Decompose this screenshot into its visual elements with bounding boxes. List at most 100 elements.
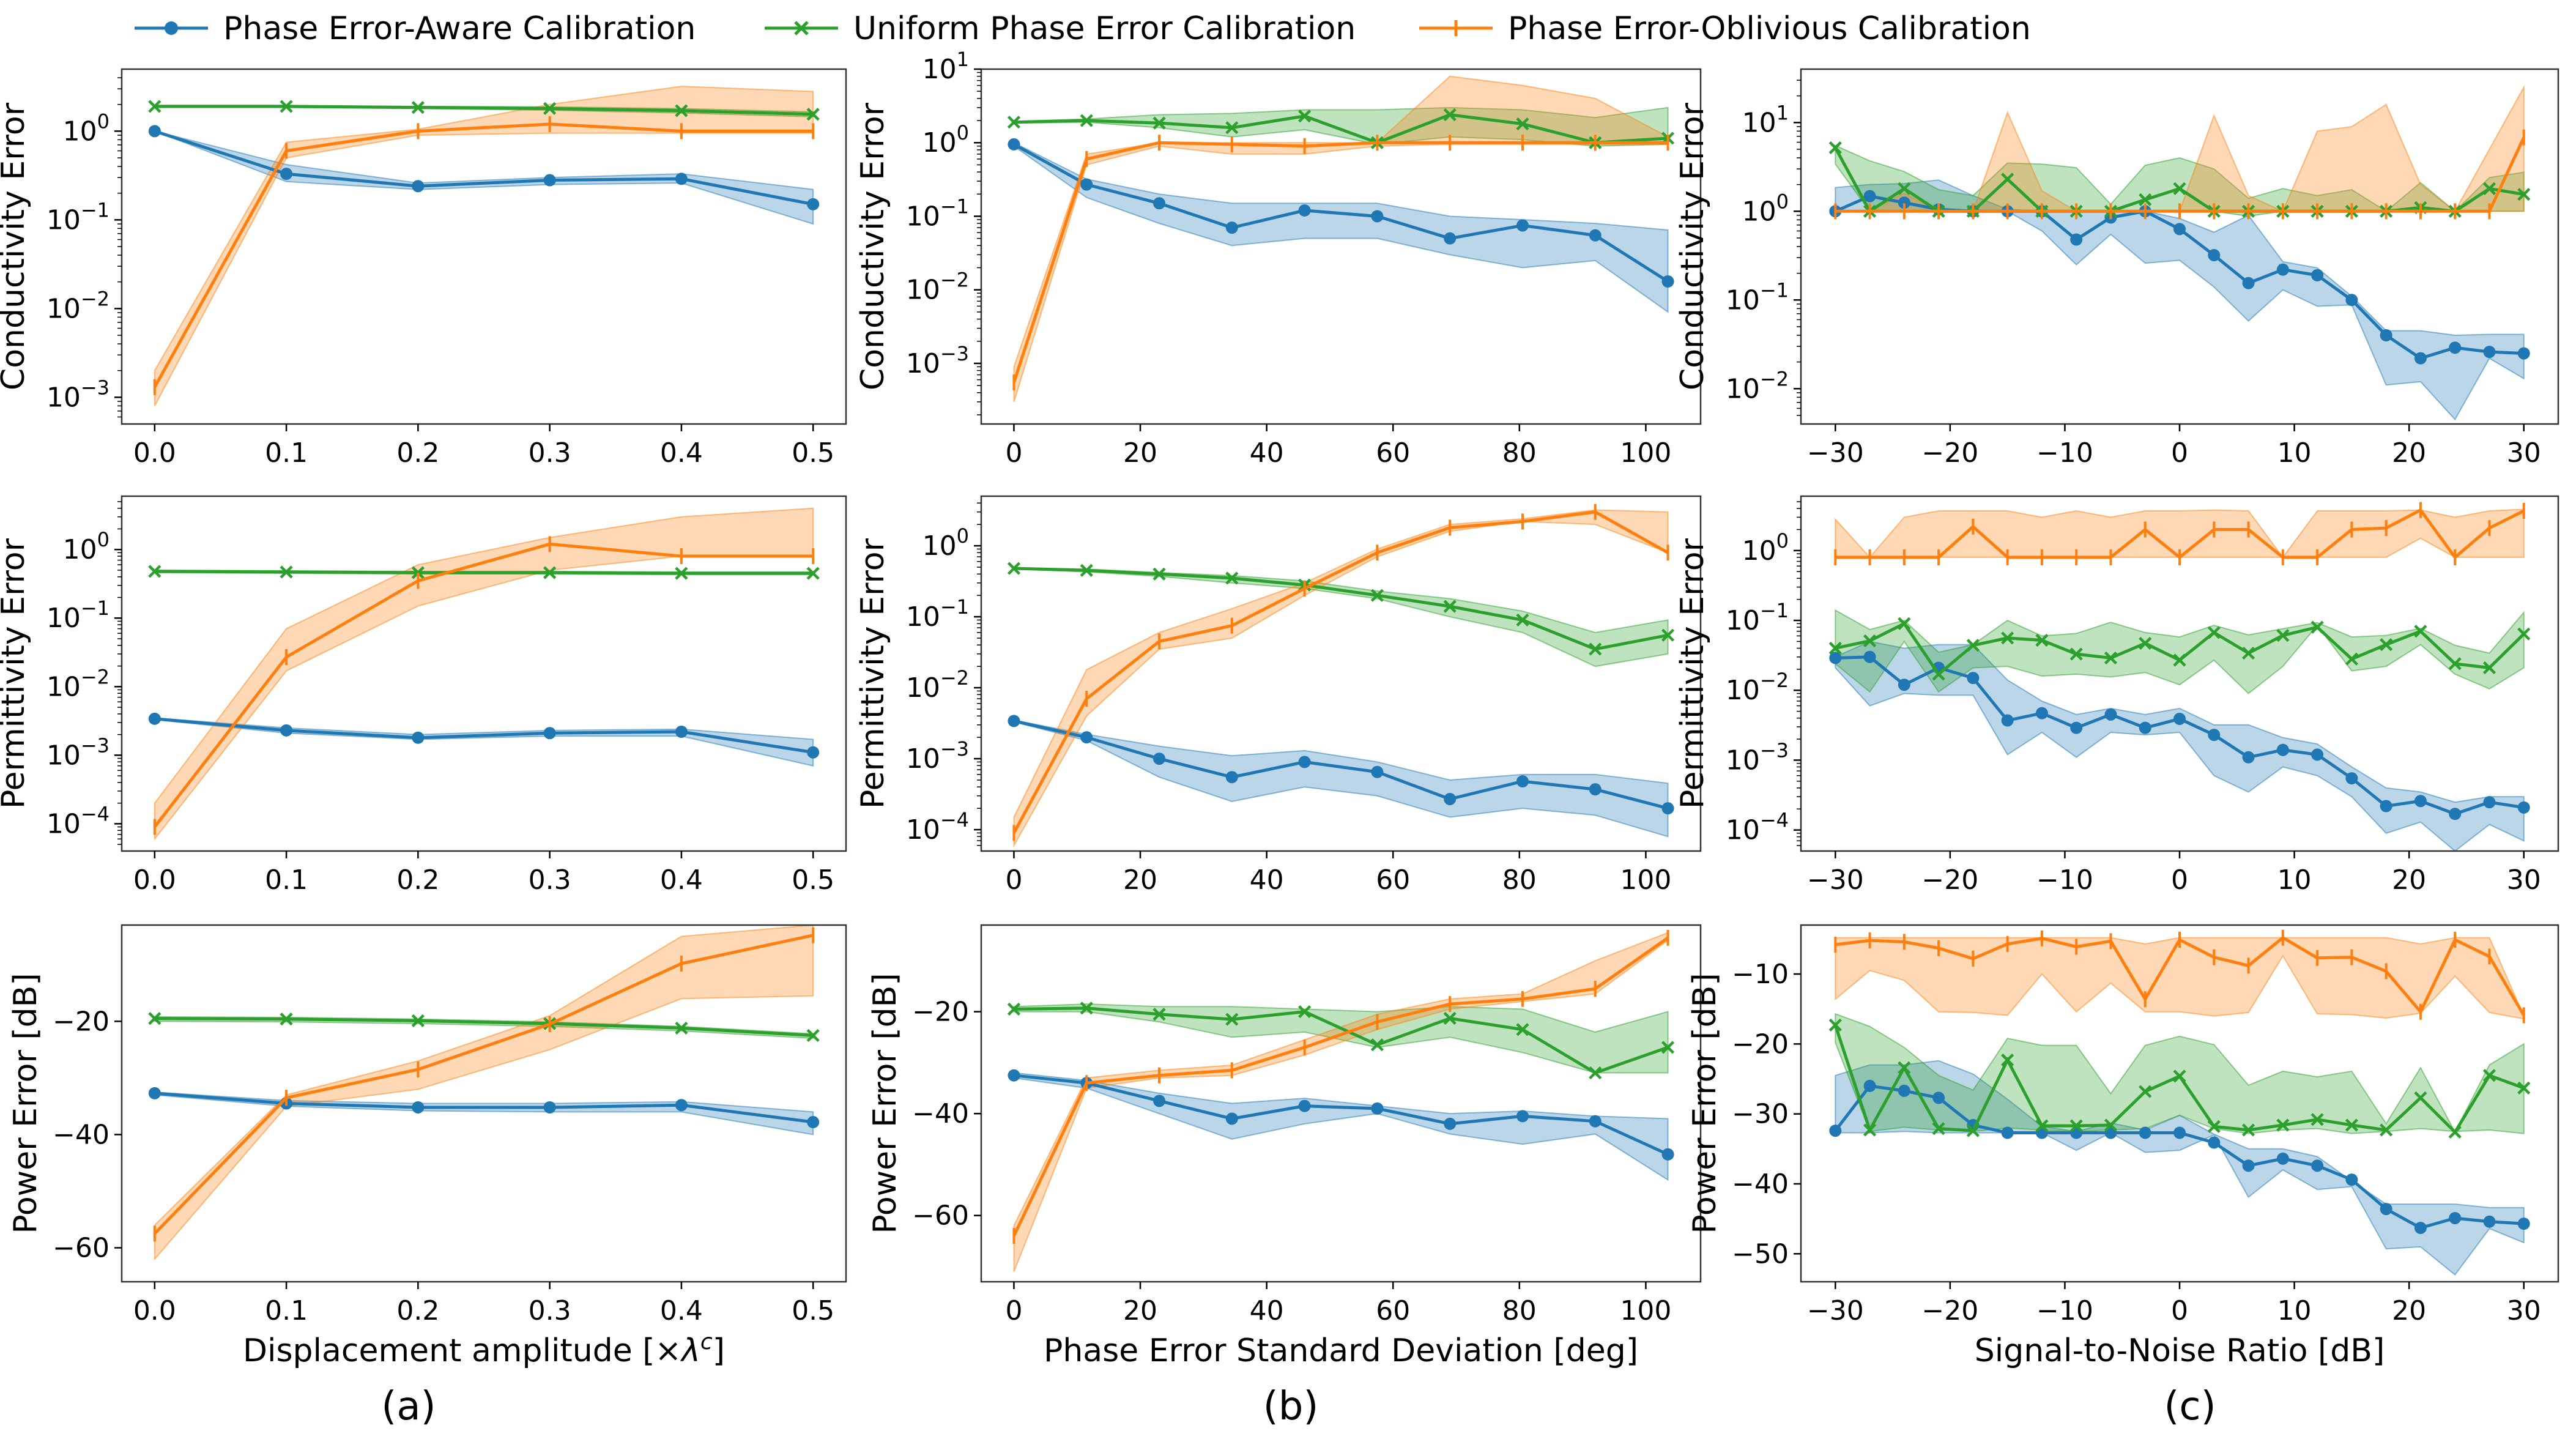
data-point <box>1828 141 1842 155</box>
confidence-band <box>1013 1003 1669 1074</box>
data-point <box>2517 627 2531 641</box>
y-tick-label: −60 <box>53 1232 109 1263</box>
data-point <box>2139 636 2152 650</box>
x-tick-label: 0.2 <box>396 865 439 896</box>
y-tick-label: 10−2 <box>906 666 969 704</box>
x-tick-label: 0.2 <box>396 437 439 469</box>
data-point <box>1008 138 1020 151</box>
y-tick-label: −60 <box>912 1200 969 1232</box>
axes-frame <box>121 495 847 852</box>
confidence-band <box>154 86 814 406</box>
data-point <box>1008 1069 1020 1082</box>
x-tick-label: 100 <box>1620 1295 1671 1326</box>
x-tick-label: −20 <box>1921 865 1978 896</box>
data-point <box>2345 294 2358 307</box>
data-point <box>2276 743 2289 756</box>
data-point <box>543 102 557 115</box>
data-point <box>148 1012 161 1025</box>
data-point <box>543 566 557 579</box>
plot-area <box>148 86 820 406</box>
data-point <box>2001 631 2014 645</box>
data-point <box>1863 650 1876 663</box>
x-tick-label: 0.2 <box>396 1295 439 1326</box>
data-point <box>1516 1023 1529 1036</box>
data-point <box>1153 567 1166 581</box>
confidence-band <box>154 507 814 841</box>
data-point <box>1516 775 1529 788</box>
series-line <box>1014 113 1668 144</box>
data-point <box>543 727 556 740</box>
y-tick-label: −10 <box>1732 959 1789 990</box>
series-line <box>1012 141 1668 383</box>
data-point <box>2104 651 2118 665</box>
data-point <box>1828 641 1842 655</box>
legend-label-uniform: Uniform Phase Error Calibration <box>853 10 1356 47</box>
series-line <box>1014 1006 1669 1075</box>
y-axis-label: Power Error [dB] <box>1687 973 1723 1233</box>
data-point <box>1863 1079 1876 1092</box>
y-tick-label: 100 <box>922 121 969 158</box>
data-point <box>2139 721 2151 734</box>
data-point <box>2517 188 2531 201</box>
x-tick-label: 0 <box>2171 437 2188 469</box>
data-point <box>148 1087 161 1099</box>
data-point <box>2276 1118 2290 1132</box>
data-point <box>1898 617 1911 630</box>
data-point <box>1371 210 1384 223</box>
data-point <box>2173 653 2186 667</box>
data-point <box>2517 1218 2530 1230</box>
data-point <box>1589 783 1602 796</box>
y-tick-label: 10−3 <box>1726 738 1789 776</box>
data-point <box>1153 197 1166 210</box>
axes-frame <box>980 68 1702 425</box>
data-point <box>2311 620 2324 634</box>
data-point <box>1828 1018 1842 1032</box>
data-point <box>2380 329 2392 341</box>
data-point <box>543 1101 556 1114</box>
data-point <box>2482 1069 2496 1082</box>
x-axis-label: Signal-to-Noise Ratio [dB] <box>1975 1333 2385 1369</box>
confidence-band <box>1835 609 2525 694</box>
data-point <box>2517 801 2530 814</box>
y-tick-label: 10−3 <box>46 376 109 413</box>
data-point <box>1863 1123 1877 1137</box>
confidence-band <box>1013 567 1669 667</box>
plot-area <box>1007 75 1675 403</box>
data-point <box>675 1021 688 1035</box>
data-point <box>2345 1118 2358 1132</box>
data-point <box>807 746 820 759</box>
x-tick-label: 10 <box>2277 437 2312 469</box>
data-point <box>1898 196 1910 209</box>
data-point <box>1298 756 1311 768</box>
data-point <box>1225 121 1239 135</box>
x-tick-label: 0 <box>2171 865 2188 896</box>
x-tick-label: 20 <box>1123 437 1157 469</box>
data-point <box>2483 796 2496 809</box>
data-point <box>1444 1117 1457 1130</box>
x-tick-label: 20 <box>2392 865 2426 896</box>
data-point <box>1225 571 1239 585</box>
series-line <box>153 542 814 828</box>
x-tick-label: 60 <box>1376 437 1410 469</box>
data-point <box>2482 182 2496 195</box>
data-point <box>2380 800 2392 812</box>
data-point <box>2449 808 2462 820</box>
data-point <box>1661 1148 1674 1161</box>
y-tick-label: −30 <box>1732 1099 1789 1130</box>
data-point <box>1829 652 1842 664</box>
x-tick-label: 0 <box>2171 1295 2188 1326</box>
data-point <box>1225 1013 1239 1026</box>
subplot: 0 20 40 60 80 100 10−3 10−2 10−1 100 101 Conductivi… <box>855 48 1702 469</box>
plot-area <box>1007 929 1675 1272</box>
data-point <box>148 100 161 113</box>
data-point <box>2173 182 2186 195</box>
data-point <box>2001 1126 2014 1139</box>
x-tick-label: 0.3 <box>529 865 571 896</box>
data-point <box>2448 657 2462 671</box>
data-point <box>1007 1002 1021 1016</box>
x-tick-label: 40 <box>1250 437 1284 469</box>
data-point <box>2104 1118 2118 1132</box>
y-axis-label: Power Error [dB] <box>7 973 44 1233</box>
subplot: 0 20 40 60 80 100 10−4 10−3 10−2 10−1 100 Permittiv… <box>855 495 1702 896</box>
x-tick-label: 80 <box>1502 1295 1537 1326</box>
